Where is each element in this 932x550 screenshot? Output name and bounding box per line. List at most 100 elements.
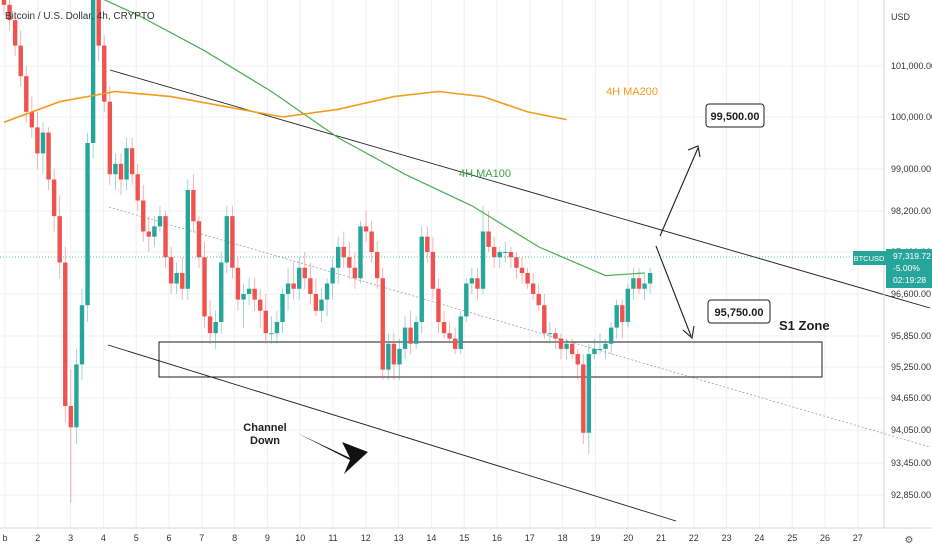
- candle-body: [358, 226, 363, 279]
- candle: [18, 30, 23, 87]
- candle-body: [207, 316, 213, 334]
- candle-body: [107, 101, 113, 175]
- time-tick-label: 2: [35, 533, 40, 543]
- candle-body: [597, 348, 603, 350]
- candle-body: [102, 45, 107, 102]
- price-tick-labels: 101,000.00 100,000.00 99,000.00 98,200.00 97…: [891, 61, 932, 500]
- candle: [452, 327, 458, 355]
- candle-body: [68, 406, 74, 428]
- price-tick-label: 94,650.00: [891, 393, 931, 403]
- currency-label: USD: [891, 12, 911, 22]
- candle: [514, 252, 519, 279]
- candle: [614, 299, 619, 339]
- candle: [491, 236, 497, 268]
- candle-body: [246, 288, 252, 294]
- candle-body: [319, 299, 324, 311]
- candle-body: [374, 252, 380, 279]
- candle: [85, 132, 90, 322]
- candle-body: [536, 294, 541, 306]
- candle: [374, 241, 380, 289]
- target-label-99500: 99,500.00: [711, 111, 760, 123]
- candle: [336, 236, 341, 284]
- candle-body: [614, 305, 619, 328]
- target-box-95750-frame: [707, 299, 771, 324]
- candle-body: [219, 262, 224, 322]
- candle: [124, 137, 129, 190]
- candle: [558, 333, 564, 360]
- candle-body: [347, 257, 352, 268]
- candle-body: [241, 294, 246, 300]
- candle: [118, 153, 124, 196]
- grid-lines: [0, 0, 884, 528]
- candle-body: [508, 252, 514, 258]
- candle: [79, 288, 85, 380]
- settings-gear-icon[interactable]: ⚙: [905, 535, 914, 546]
- candle: [324, 278, 330, 317]
- candle-body: [258, 299, 263, 311]
- candle: [258, 288, 263, 328]
- channel-mid-line: [108, 206, 931, 448]
- candle-body: [464, 283, 469, 317]
- candle-body: [592, 348, 597, 355]
- price-tick-label: 100,000.00: [891, 112, 932, 122]
- arrow-down-path: [655, 245, 692, 337]
- candle: [168, 246, 174, 294]
- candle-body: [180, 273, 185, 289]
- candle-body: [402, 327, 408, 349]
- candle: [486, 211, 491, 252]
- candle-body: [74, 364, 79, 428]
- candle-body: [202, 257, 207, 317]
- candle: [525, 267, 530, 289]
- candle-body: [163, 216, 168, 258]
- candle-body: [581, 364, 586, 433]
- candle: [46, 127, 51, 190]
- candle: [269, 316, 274, 344]
- candle: [519, 257, 525, 284]
- s1-zone-label: S1 Zone: [779, 318, 830, 333]
- last-price-badge: [853, 251, 886, 265]
- channel-down-arrow: [297, 433, 368, 474]
- candle-body: [285, 283, 291, 294]
- candle-body: [341, 246, 346, 258]
- candle: [425, 226, 430, 263]
- candle-body: [525, 273, 530, 284]
- candle-body: [397, 348, 402, 365]
- candle-body: [413, 322, 419, 344]
- candle-body: [391, 343, 397, 365]
- candle: [369, 221, 374, 263]
- candle: [586, 343, 592, 455]
- candle: [196, 216, 202, 268]
- candle-body: [269, 333, 274, 335]
- candle: [141, 184, 146, 242]
- candle: [285, 267, 291, 311]
- time-tick-label: 27: [853, 533, 863, 543]
- price-tick-label: 94,050.00: [891, 425, 931, 435]
- candle-body: [51, 179, 57, 217]
- candle-body: [252, 288, 257, 300]
- candle-body: [135, 174, 140, 201]
- candle: [102, 35, 107, 112]
- candle-body: [157, 216, 163, 227]
- time-tick-label: 24: [754, 533, 764, 543]
- candle-body: [480, 231, 486, 289]
- candle-body: [458, 316, 463, 349]
- candle-body: [547, 333, 553, 335]
- time-tick-label: 17: [525, 533, 535, 543]
- candle-body: [263, 310, 268, 334]
- candle: [402, 316, 408, 360]
- arrow-up-head: [687, 145, 701, 158]
- candle-body: [542, 305, 547, 334]
- time-tick-label: 19: [590, 533, 600, 543]
- candle: [40, 122, 46, 175]
- price-tick-label: 98,200.00: [891, 206, 931, 216]
- candle: [1, 0, 7, 15]
- time-tick-label: 11: [328, 533, 337, 543]
- candle-body: [625, 288, 631, 322]
- candle-body: [608, 327, 614, 344]
- time-tick-label: 16: [492, 533, 502, 543]
- channel-label-line1: Channel: [243, 422, 286, 434]
- candle-body: [12, 20, 18, 46]
- arrow-up-path: [659, 147, 699, 237]
- candle-body: [118, 163, 124, 180]
